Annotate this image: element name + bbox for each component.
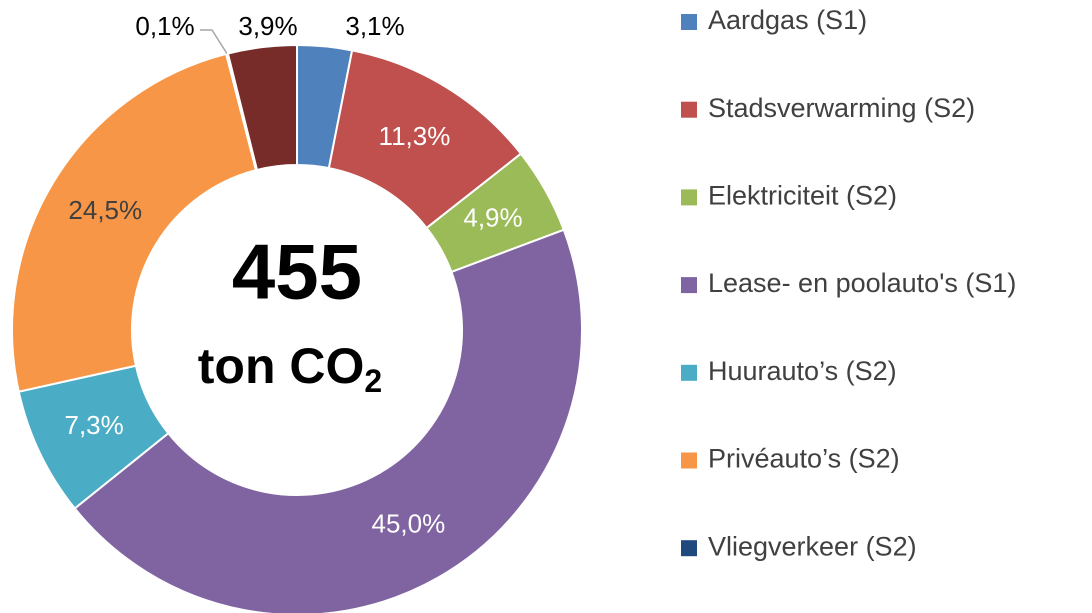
center-unit: ton CO2 (198, 338, 382, 399)
donut-slice (11, 52, 258, 393)
percent-label: 0,1% (135, 11, 194, 41)
legend-swatch (681, 540, 697, 557)
percent-label: 3,1% (345, 11, 404, 41)
legend-swatch (681, 189, 697, 206)
percent-label: 4,9% (463, 202, 522, 232)
legend-label: Vliegverkeer (S2) (708, 531, 917, 561)
percent-label: 45,0% (372, 508, 446, 538)
legend-swatch (681, 101, 697, 118)
center-total: 455 (232, 228, 362, 316)
legend-label: Stadsverwarming (S2) (708, 93, 975, 123)
donut-slice (73, 228, 583, 613)
legend-swatch (681, 452, 697, 469)
percent-label: 24,5% (68, 195, 142, 225)
percent-label: 3,9% (238, 11, 297, 41)
center-unit-subscript: 2 (364, 363, 382, 399)
legend-label: Privéauto’s (S2) (708, 444, 900, 474)
percent-label: 11,3% (379, 121, 451, 151)
center-unit-text: ton CO (198, 338, 365, 394)
legend-swatch (681, 14, 697, 30)
legend-swatch (681, 277, 697, 294)
legend-label: Huurauto’s (S2) (708, 356, 897, 386)
legend-swatch (681, 364, 697, 381)
leader-line (200, 29, 228, 55)
legend-label: Lease- en poolauto's (S1) (708, 268, 1016, 298)
percent-label: 7,3% (64, 410, 123, 440)
legend-label: Elektriciteit (S2) (708, 181, 897, 211)
legend-label: Aardgas (S1) (708, 5, 867, 35)
donut-slice (226, 43, 298, 172)
